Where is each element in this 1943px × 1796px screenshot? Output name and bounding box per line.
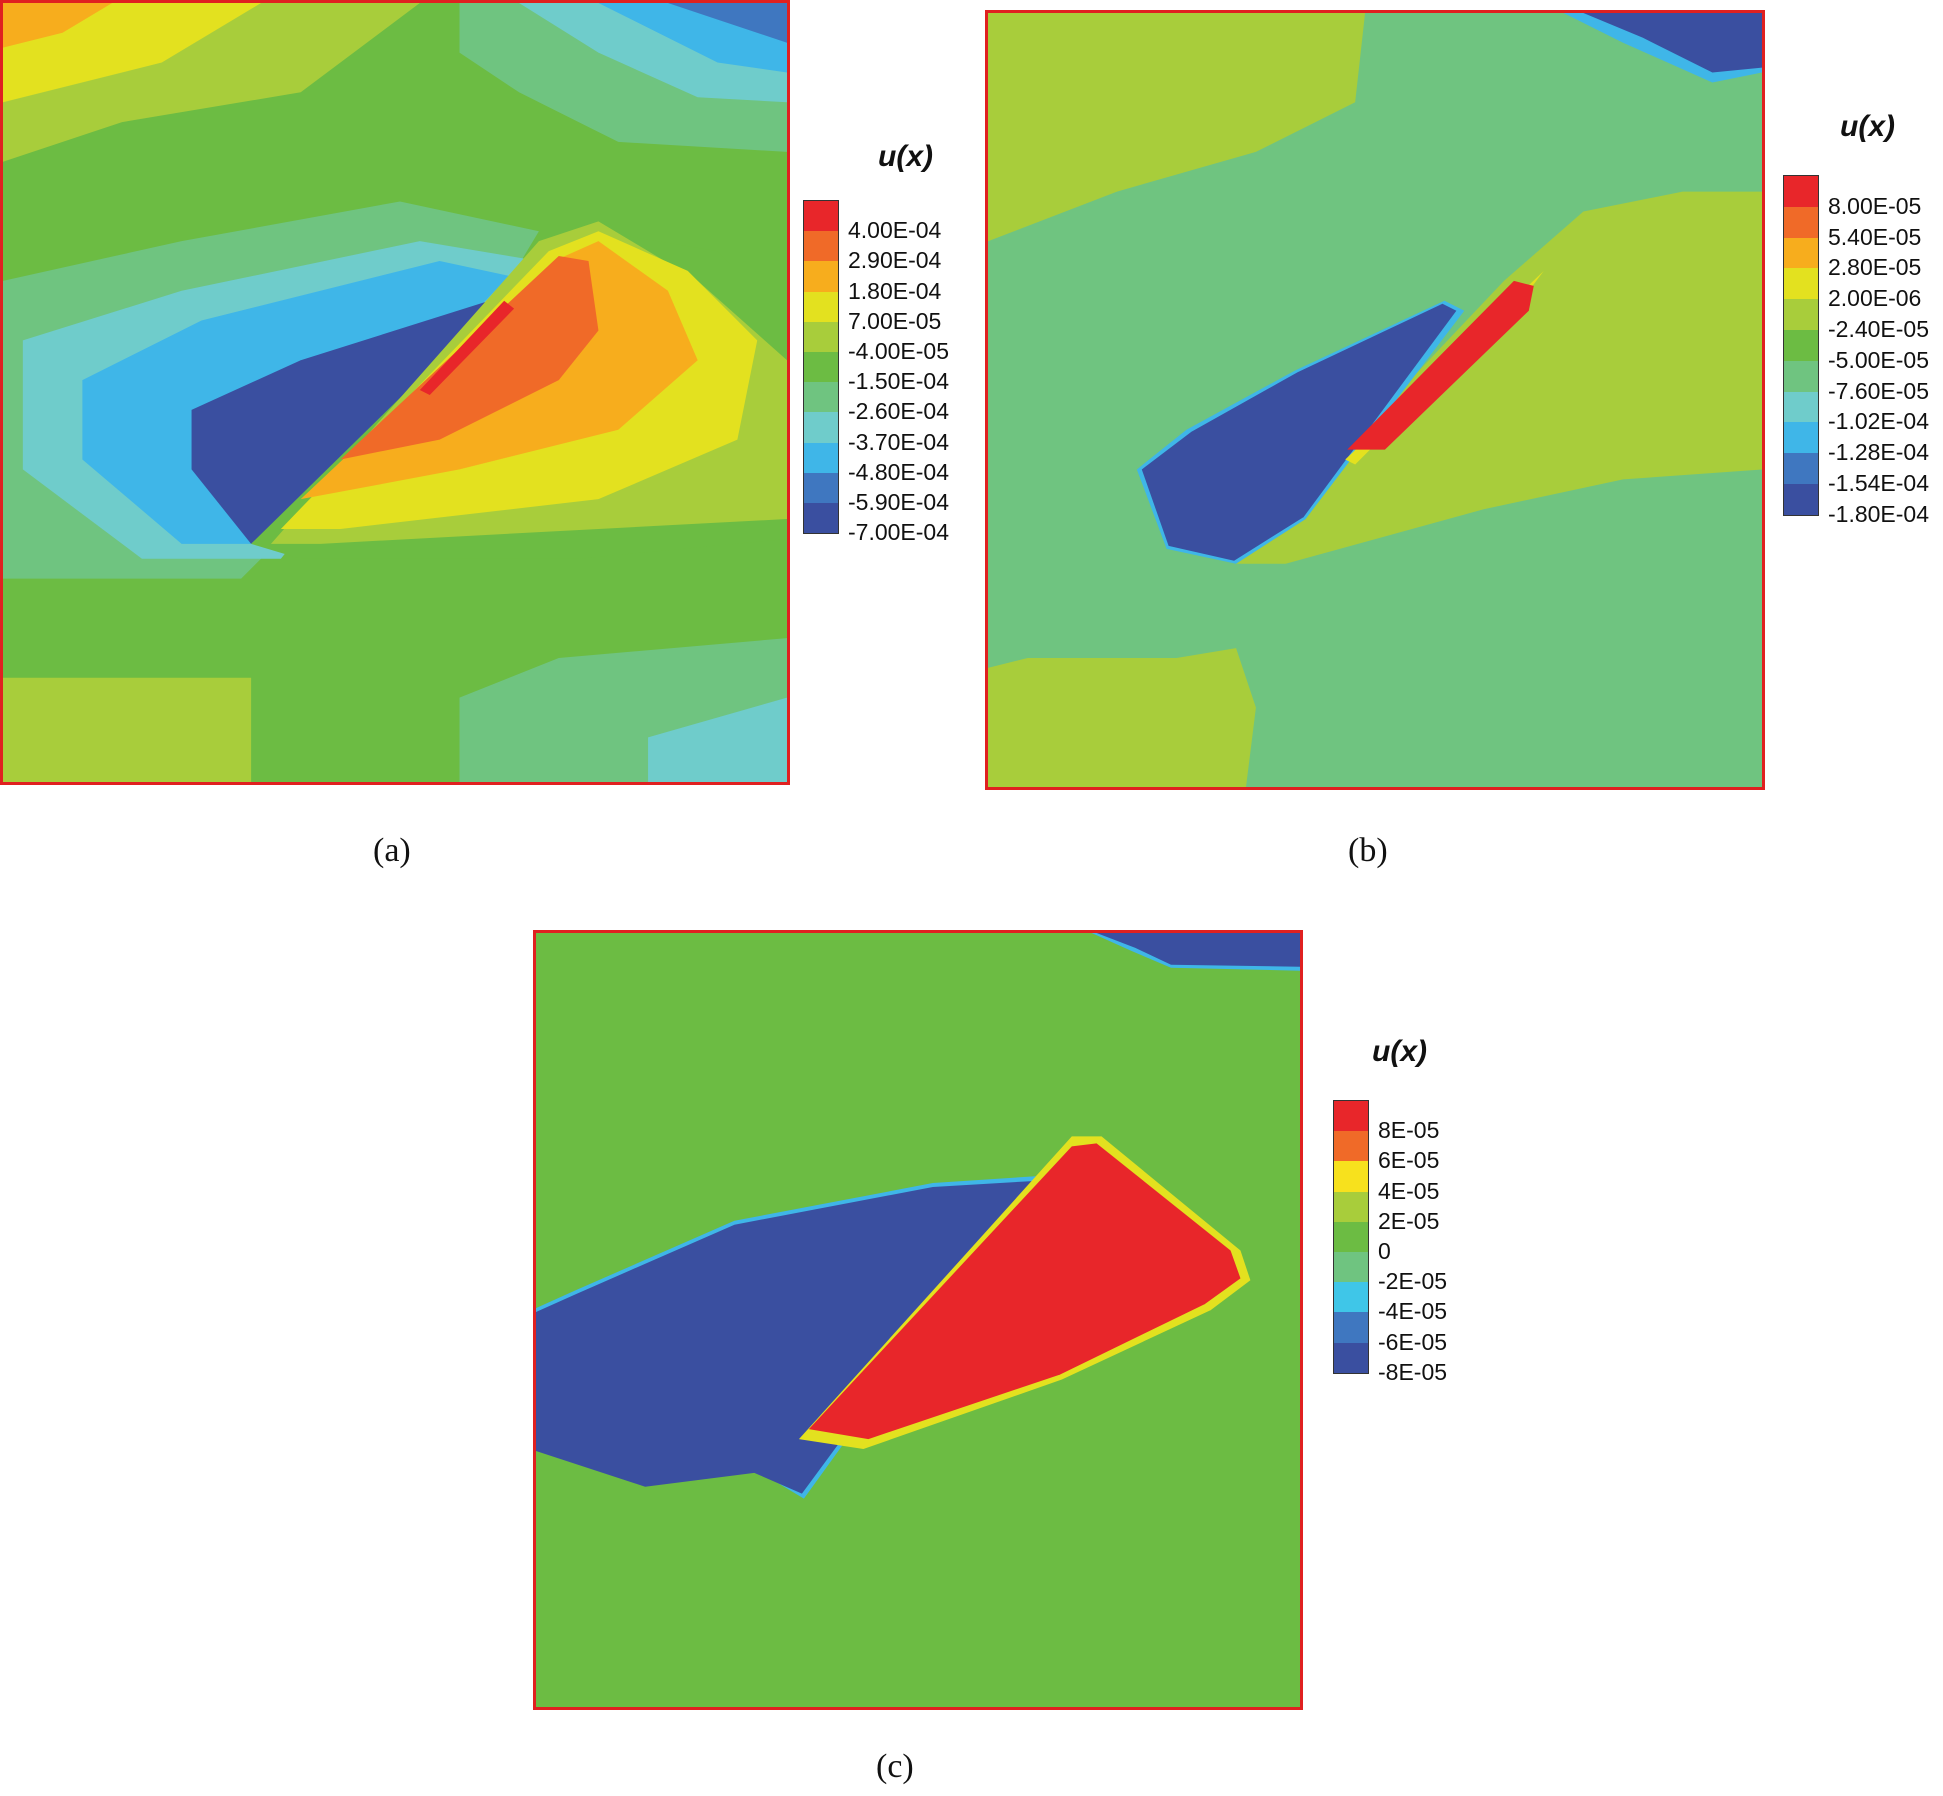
legend-swatch (1784, 453, 1818, 484)
legend-tick-label: -4.80E-04 (848, 458, 950, 485)
contour-region (1347, 280, 1534, 450)
contour-region (3, 3, 113, 48)
legend-swatch (804, 291, 838, 322)
contour-region (1141, 303, 1457, 561)
legend-tick-label: 7.00E-05 (848, 307, 942, 334)
legend-tick-label: -1.50E-04 (848, 368, 950, 395)
contour-plot-c (533, 930, 1303, 1710)
legend-tick-label: 1.80E-04 (848, 277, 942, 304)
legend-swatch (1784, 176, 1818, 207)
legend-swatch (1784, 329, 1818, 361)
legend-swatch (1784, 206, 1818, 238)
legend-swatch (1784, 237, 1818, 269)
legend-swatch (1334, 1131, 1368, 1162)
legend-swatch (1334, 1342, 1368, 1373)
legend-title-c: u(x) (1372, 1035, 1427, 1068)
legend-tick-label: 4E-05 (1378, 1177, 1440, 1204)
legend-tick-label: -1.02E-04 (1828, 408, 1930, 435)
contour-region (1096, 933, 1300, 967)
legend-tick-label: -7.00E-04 (848, 519, 950, 546)
legend-swatch (804, 351, 838, 383)
caption-c: (c) (876, 1748, 914, 1785)
legend-tick-label: 2E-05 (1378, 1207, 1440, 1234)
legend-tick-label: -3.70E-04 (848, 428, 950, 455)
legend-a: u(x) 4.00E-04 2.90E-04 1.80E-04 7.00E-05 -4.… (800, 140, 980, 560)
legend-tick-label: -5.90E-04 (848, 489, 950, 515)
contour-region (988, 13, 1366, 242)
contour-region (667, 3, 787, 43)
legend-swatch (804, 261, 838, 292)
legend-swatch (1334, 1101, 1368, 1132)
legend-tick-label: -1.28E-04 (1828, 439, 1930, 466)
legend-swatch (1334, 1282, 1368, 1313)
legend-swatch (804, 201, 838, 232)
contour-region (3, 677, 252, 782)
contour-plot-a (0, 0, 790, 785)
legend-swatch (1784, 299, 1818, 330)
legend-swatch (804, 442, 838, 473)
legend-swatch (1334, 1161, 1368, 1192)
legend-swatch (1334, 1312, 1368, 1343)
legend-c: u(x) 8E-05 6E-05 4E-05 2E-05 0 -2E-05 -4E-05 -6… (1330, 1035, 1500, 1395)
caption-b: (b) (1348, 832, 1388, 869)
legend-tick-label: -2.40E-05 (1828, 316, 1930, 342)
legend-swatch (1334, 1251, 1368, 1283)
legend-tick-label: -8E-05 (1378, 1358, 1448, 1385)
legend-swatch (1784, 391, 1818, 423)
legend-swatch (804, 412, 838, 443)
contour-field-c (536, 933, 1300, 1707)
legend-tick-label: -4E-05 (1378, 1298, 1448, 1325)
contour-region (419, 300, 515, 395)
contour-region (648, 697, 787, 782)
contour-region (988, 648, 1256, 787)
legend-colorbar-b (1783, 175, 1819, 516)
legend-swatch (804, 502, 838, 534)
legend-tick-label: -6E-05 (1378, 1328, 1448, 1355)
legend-title-a: u(x) (878, 140, 933, 173)
legend-tick-label: -2.60E-04 (848, 398, 950, 425)
legend-swatch (1784, 483, 1818, 515)
legend-swatch (804, 231, 838, 262)
legend-tick-label: -7.60E-05 (1828, 377, 1930, 404)
legend-tick-label: 2.90E-04 (848, 247, 942, 274)
legend-tick-label: 8E-05 (1378, 1117, 1440, 1144)
legend-colorbar-a (803, 200, 839, 535)
contour-region (536, 1181, 1033, 1494)
legend-tick-label: -2E-05 (1378, 1268, 1448, 1295)
legend-tick-label: 4.00E-04 (848, 217, 942, 244)
legend-tick-label: 8.00E-05 (1828, 192, 1922, 219)
legend-colorbar-c (1333, 1100, 1369, 1374)
contour-region (340, 256, 599, 460)
legend-swatch (1784, 268, 1818, 300)
contour-region (1236, 191, 1762, 564)
legend-tick-label: 6E-05 (1378, 1147, 1440, 1174)
legend-title-b: u(x) (1840, 110, 1895, 143)
legend-swatch (1784, 360, 1818, 392)
legend-tick-label: 0 (1378, 1238, 1391, 1264)
legend-swatch (1334, 1191, 1368, 1222)
legend-swatch (804, 472, 838, 503)
contour-region (808, 1143, 1241, 1440)
legend-swatch (804, 382, 838, 413)
caption-a: (a) (373, 832, 411, 869)
contour-region (1583, 13, 1762, 73)
legend-swatch (1334, 1221, 1368, 1252)
legend-b: u(x) 8.00E-05 5.40E-05 2.80E-05 2.00E-06 -2.… (1780, 110, 1940, 530)
legend-tick-label: -1.80E-04 (1828, 500, 1930, 527)
contour-field-b (988, 13, 1762, 787)
legend-tick-label: 5.40E-05 (1828, 223, 1922, 250)
legend-tick-label: 2.00E-06 (1828, 285, 1922, 312)
legend-tick-label: -5.00E-05 (1828, 346, 1930, 373)
contour-plot-b (985, 10, 1765, 790)
legend-swatch (1784, 422, 1818, 454)
legend-tick-label: -1.54E-04 (1828, 470, 1930, 496)
legend-tick-label: -4.00E-05 (848, 338, 950, 364)
contour-field-a (3, 3, 787, 782)
legend-tick-label: 2.80E-05 (1828, 254, 1922, 281)
legend-swatch (804, 321, 838, 352)
